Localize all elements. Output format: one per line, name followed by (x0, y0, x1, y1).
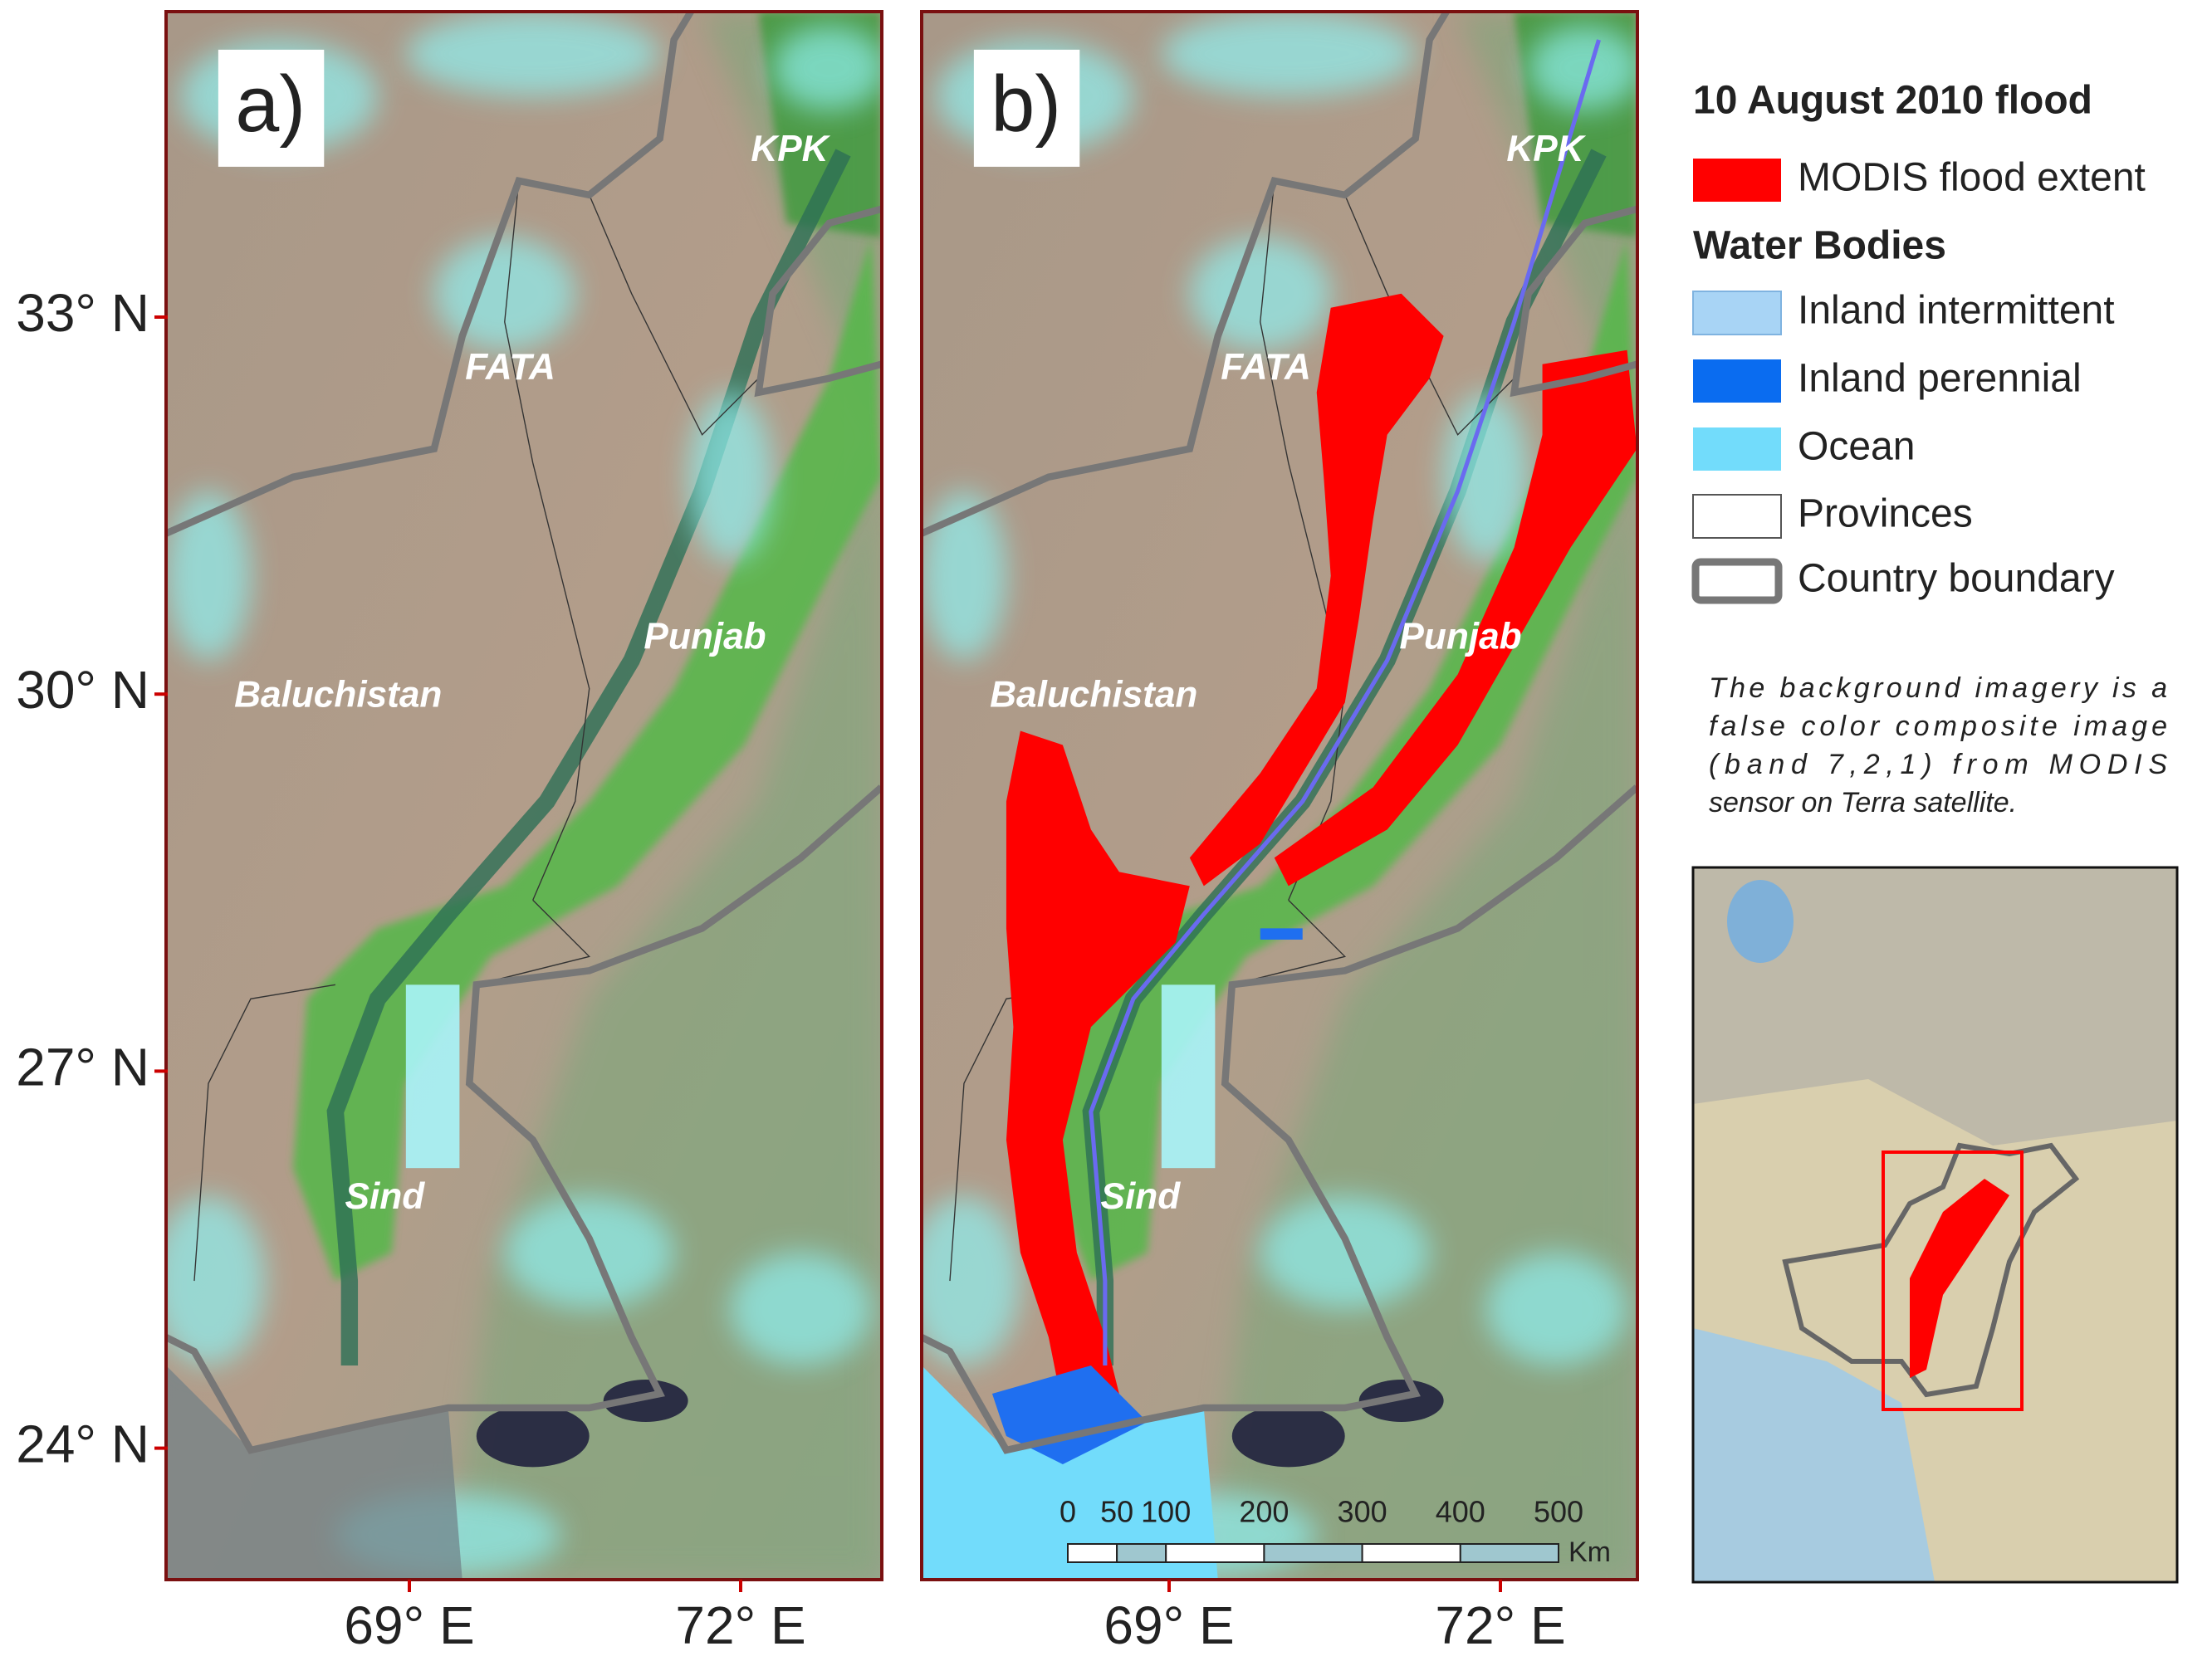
legend-label: Inland perennial (1798, 357, 2082, 401)
legend-label: Inland intermittent (1798, 289, 2115, 333)
legend-title: 10 August 2010 flood (1693, 79, 2092, 123)
scale-segment (1116, 1543, 1167, 1563)
scale-unit: Km (1568, 1536, 1611, 1568)
province-label: KPK (751, 129, 830, 169)
lon-tick-label: 72° E (1435, 1595, 1565, 1655)
scale-segment (1361, 1543, 1461, 1563)
water-body (991, 1365, 1148, 1464)
province-label: Sind (345, 1176, 426, 1217)
legend-label: Ocean (1798, 425, 1915, 469)
scale-bar: 0 50 100 200 300 400 500 Km (1060, 1495, 1611, 1568)
lon-tick-label: 69° E (344, 1595, 474, 1655)
scale-label: 400 (1436, 1495, 1485, 1529)
panel-label-box (973, 49, 1080, 167)
flood-area (1274, 349, 1637, 887)
province-label: Punjab (644, 617, 766, 657)
note-line: sensor on Terra satellite. (1709, 787, 2017, 818)
map (922, 12, 1637, 1580)
note: The background imagery is a false color c… (1709, 672, 2167, 818)
inset-frame (1691, 866, 2179, 1584)
inset-flood (1910, 1179, 2009, 1378)
legend-swatch (1692, 494, 1782, 539)
scale-segment (1067, 1543, 1118, 1563)
legend-swatch (1693, 159, 1781, 202)
legend-swatch (1693, 359, 1781, 403)
lat-tick-label: 30° N (16, 660, 149, 720)
note-line: The background imagery is a (1709, 672, 2167, 704)
legend-subtitle: Water Bodies (1693, 224, 1946, 268)
mountains (1693, 867, 2177, 1146)
scale-label: 0 (1060, 1495, 1076, 1529)
ocean (922, 1365, 1218, 1580)
province-label: Sind (1101, 1176, 1182, 1217)
panel-label: b) (991, 61, 1061, 149)
legend: 10 August 2010 flood MODIS flood extent … (1691, 79, 2146, 604)
frame (164, 10, 883, 1581)
legend-label: MODIS flood extent (1798, 156, 2146, 200)
province-label: Punjab (1399, 617, 1521, 657)
panel-b: b) KPK FATA Punjab Baluchistan Sind (922, 12, 1637, 1580)
scale-label: 300 (1338, 1495, 1387, 1529)
sea (166, 1365, 462, 1580)
note-line: (band 7,2,1) from MODIS (1709, 749, 2167, 780)
note-line: false color composite image (1709, 711, 2167, 742)
extent-box (1882, 1150, 2024, 1411)
legend-label: Provinces (1798, 492, 1973, 536)
water-bodies: Inland intermittent Inland perennial Ocean (1692, 289, 2115, 471)
legend-swatch (1692, 291, 1782, 335)
province-label: Baluchistan (990, 674, 1197, 715)
panel-a: a) KPK FATA Punjab Baluchistan Sind (152, 12, 885, 1580)
flood-extent (1006, 293, 1637, 1409)
water-body (1260, 928, 1303, 940)
province-label: Baluchistan (234, 674, 442, 715)
scale-segment (1459, 1543, 1560, 1563)
perennial-water (991, 928, 1303, 1464)
lat-tick-label: 27° N (16, 1037, 149, 1097)
flood-area (1189, 293, 1444, 887)
scale-segment (1263, 1543, 1363, 1563)
scale-label: 50 (1100, 1495, 1133, 1529)
legend-swatch (1691, 558, 1783, 604)
flood-area (1006, 730, 1190, 1409)
satellite-image (152, 12, 885, 1580)
lake (1727, 880, 1794, 963)
river (1089, 39, 1601, 1366)
scale-label: 100 (1141, 1495, 1191, 1529)
lon-tick-label: 69° E (1104, 1595, 1234, 1655)
sea (1693, 1328, 1935, 1582)
frame (920, 10, 1639, 1581)
legend-label: Country boundary (1798, 557, 2115, 601)
scale-segment (1165, 1543, 1265, 1563)
scale-label: 500 (1534, 1495, 1583, 1529)
province-label: FATA (1221, 347, 1311, 388)
legend-swatch (1693, 427, 1781, 471)
panel-label-box (218, 49, 325, 167)
province-label: FATA (465, 347, 555, 388)
lat-tick-label: 33° N (16, 283, 149, 343)
panel-label: a) (235, 61, 306, 149)
panel-frames (164, 10, 1639, 1581)
province-label: KPK (1506, 129, 1586, 169)
lat-tick-label: 24° N (16, 1414, 149, 1474)
map (152, 12, 885, 1580)
lon-tick-label: 72° E (675, 1595, 805, 1655)
inset-map (1691, 866, 2179, 1584)
scale-label: 200 (1239, 1495, 1289, 1529)
